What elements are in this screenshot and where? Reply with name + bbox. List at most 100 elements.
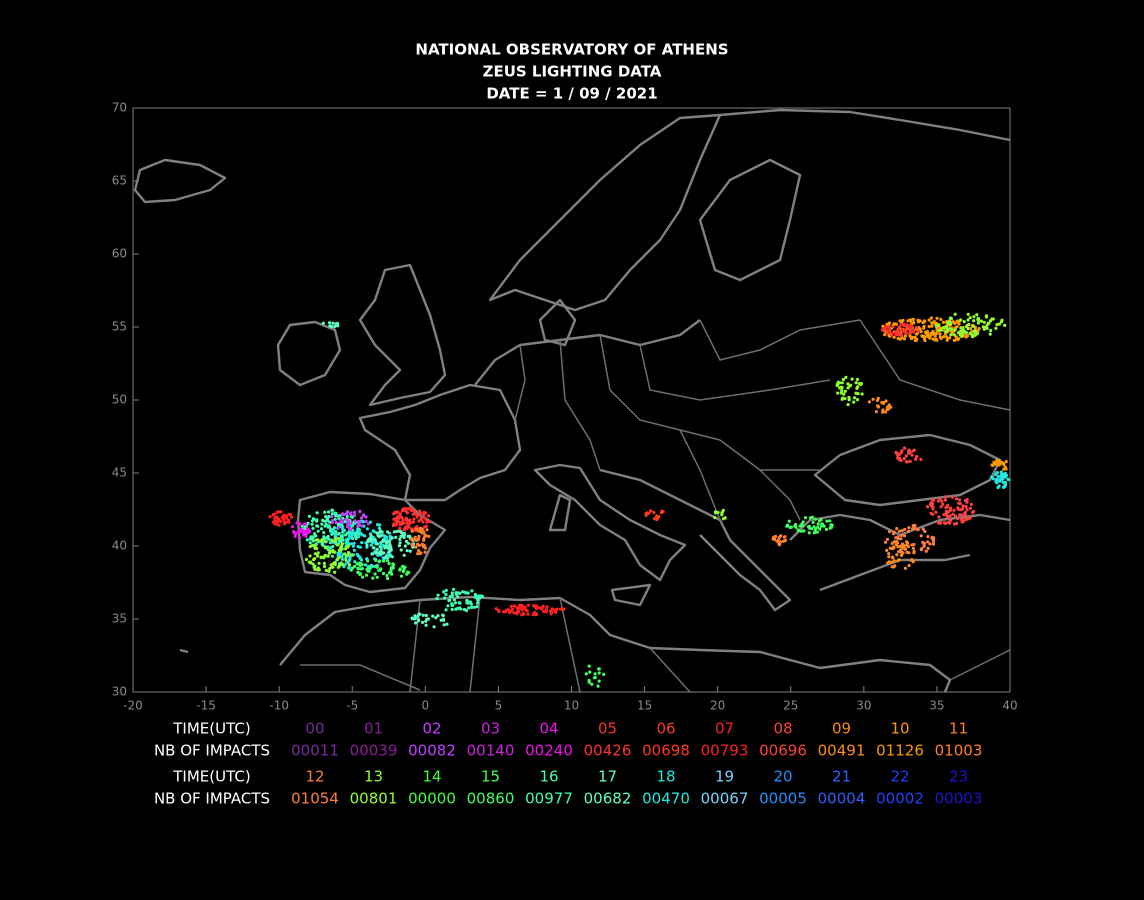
lightning-strike — [414, 545, 418, 549]
lightning-strike — [945, 335, 949, 339]
impacts-count: 00426 — [584, 742, 632, 760]
lightning-strike — [890, 560, 894, 564]
lightning-strike — [349, 511, 353, 515]
lightning-strike — [602, 672, 606, 677]
lightning-strike — [948, 514, 952, 518]
lightning-strike — [942, 335, 946, 339]
lightning-strike — [355, 552, 359, 556]
lightning-strike — [347, 563, 352, 567]
lightning-strike — [424, 517, 428, 521]
lightning-strike — [887, 552, 891, 556]
lightning-strike — [915, 455, 919, 459]
lightning-strike — [813, 529, 817, 533]
lightning-strike — [333, 570, 337, 574]
lightning-strike — [323, 539, 327, 543]
lightning-strike — [330, 554, 335, 558]
lightning-strike — [926, 334, 930, 338]
x-tick-label: 30 — [856, 699, 871, 713]
title-line: NATIONAL OBSERVATORY OF ATHENS — [415, 41, 728, 59]
hour-label: 06 — [656, 720, 675, 738]
lightning-strike — [378, 545, 382, 549]
lightning-strike — [366, 522, 370, 526]
lightning-strike — [931, 337, 935, 341]
lightning-strike — [939, 336, 943, 341]
lightning-strike — [352, 513, 357, 518]
lightning-strike — [844, 375, 848, 379]
lightning-strike — [336, 537, 340, 541]
lightning-strike — [894, 330, 898, 334]
lightning-strike — [390, 536, 394, 540]
lightning-strike — [362, 513, 366, 517]
hour-label: 02 — [422, 720, 441, 738]
lightning-strike — [333, 560, 337, 565]
lightning-strike — [392, 530, 396, 534]
lightning-strike — [319, 527, 324, 531]
hour-label: 08 — [773, 720, 792, 738]
lightning-strike — [962, 320, 966, 324]
lightning-strike — [922, 544, 926, 548]
lightning-strike — [394, 516, 398, 520]
lightning-strike — [907, 563, 911, 568]
lightning-strike — [327, 551, 332, 555]
lightning-strike — [954, 497, 959, 501]
lightning-strike — [778, 541, 782, 545]
lightning-strike — [787, 519, 791, 523]
lightning-strike — [976, 329, 980, 333]
y-tick-label: 55 — [112, 320, 127, 334]
lightning-strike — [884, 325, 888, 329]
lightning-strike — [999, 320, 1004, 324]
lightning-strike — [902, 457, 906, 461]
lightning-strike — [399, 548, 403, 552]
lightning-strike — [836, 391, 840, 395]
lightning-strike — [890, 555, 895, 559]
y-tick-label: 45 — [112, 466, 127, 480]
lightning-strike — [852, 396, 857, 400]
lightning-strike — [884, 399, 888, 403]
lightning-strike — [373, 538, 377, 542]
lightning-strike — [453, 601, 457, 605]
lightning-strike — [398, 527, 402, 531]
lightning-strike — [906, 529, 911, 534]
lightning-strike — [392, 512, 396, 516]
lightning-strike — [387, 561, 391, 566]
lightning-strike — [336, 565, 340, 569]
lightning-strike — [933, 334, 937, 338]
lightning-strike — [388, 549, 392, 554]
lightning-strike — [401, 507, 405, 511]
lightning-strike — [846, 386, 850, 390]
lightning-strike — [964, 335, 968, 339]
lightning-strike — [806, 525, 811, 529]
lightning-strike — [596, 684, 600, 688]
lightning-strike — [952, 338, 956, 342]
lightning-strike — [958, 508, 963, 512]
lightning-strike — [337, 531, 341, 536]
lightning-strike — [898, 337, 902, 341]
lightning-strike — [375, 531, 379, 535]
lightning-strike — [398, 512, 402, 516]
lightning-strike — [932, 320, 936, 324]
lightning-strike — [304, 534, 308, 538]
lightning-strike — [904, 331, 909, 335]
lightning-strike — [268, 515, 272, 519]
lightning-strike — [476, 601, 480, 605]
lightning-strike — [867, 400, 872, 404]
lightning-strike — [395, 510, 399, 514]
lightning-strike — [414, 512, 418, 516]
impacts-count: 00082 — [408, 742, 456, 760]
lightning-strike — [716, 510, 720, 515]
lightning-strike — [957, 337, 961, 341]
lightning-strike — [446, 604, 450, 608]
lightning-strike — [276, 518, 280, 522]
impacts-count: 00005 — [759, 790, 807, 808]
lightning-strike — [299, 527, 303, 531]
lightning-strike — [924, 549, 928, 553]
lightning-strike — [964, 504, 968, 509]
lightning-strike — [964, 325, 969, 329]
lightning-strike — [392, 517, 396, 521]
lightning-strike — [349, 528, 353, 532]
lightning-strike — [896, 453, 900, 457]
lightning-strike — [305, 530, 310, 534]
lightning-strike — [323, 510, 327, 514]
lightning-strike — [921, 540, 925, 545]
lightning-strike — [345, 514, 349, 518]
